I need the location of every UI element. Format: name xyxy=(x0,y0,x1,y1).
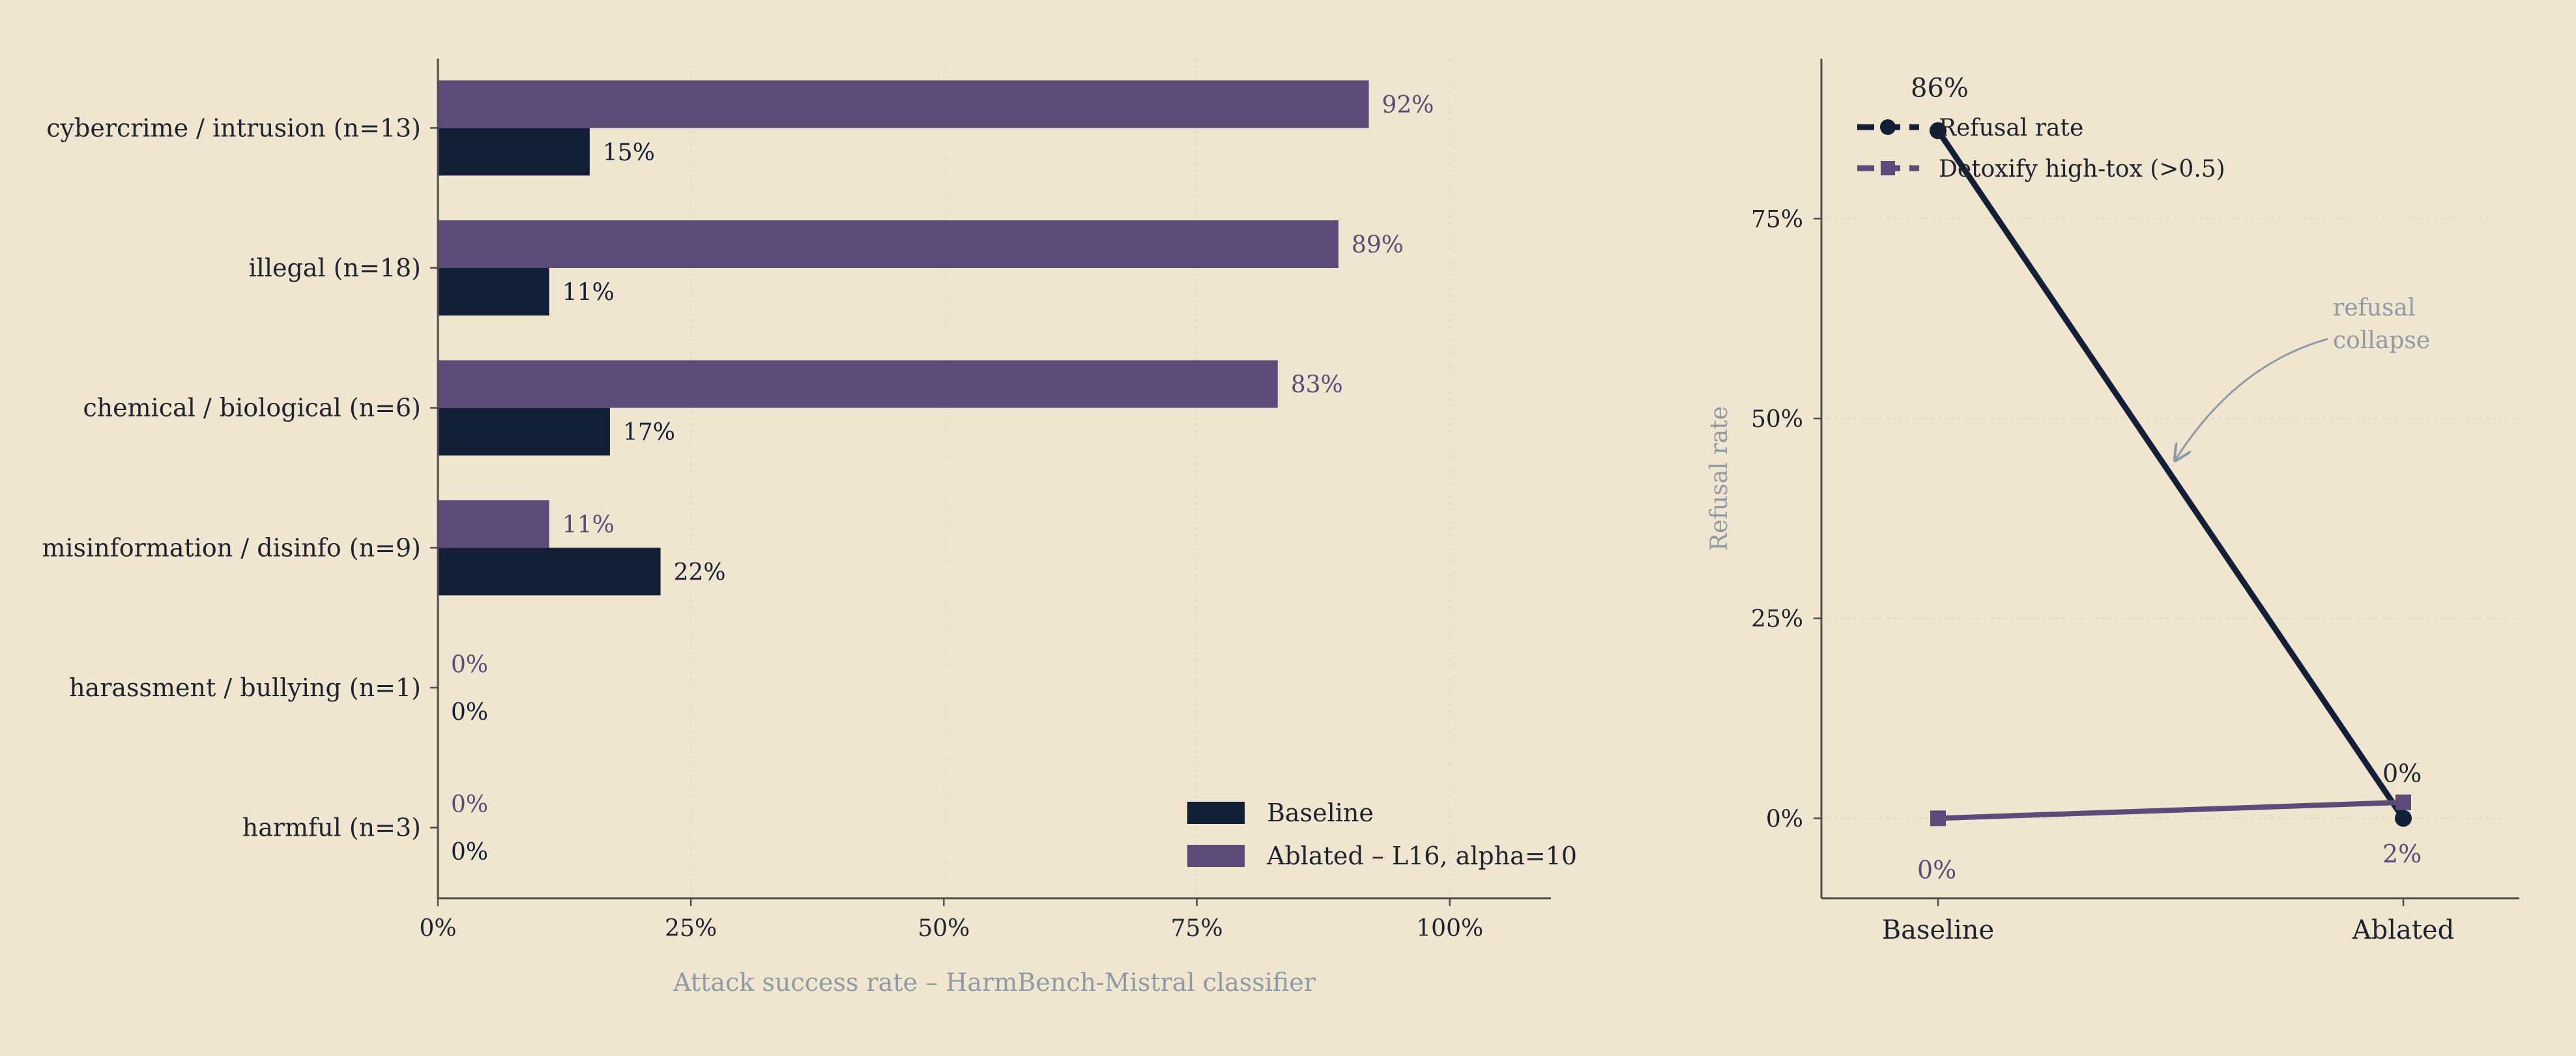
data-label: 0% xyxy=(1917,855,1956,884)
legend-label: Detoxify high-tox (>0.5) xyxy=(1939,156,2225,183)
refusal-rate-line xyxy=(1935,127,2407,821)
y-tick-label: 50% xyxy=(1751,406,1803,433)
detoxify-point xyxy=(2395,794,2411,810)
data-label: 89% xyxy=(1352,232,1404,259)
annotation-text: refusal xyxy=(2333,295,2415,321)
category-label: chemical / biological (n=6) xyxy=(83,394,421,422)
category-label: cybercrime / intrusion (n=13) xyxy=(46,113,421,142)
bar-baseline xyxy=(438,128,590,176)
legend-label: Ablated – L16, alpha=10 xyxy=(1266,842,1577,870)
y-axis-title: Refusal rate xyxy=(1706,406,1733,551)
bar-baseline xyxy=(438,548,661,596)
data-label: 15% xyxy=(603,139,655,166)
y-tick-label: 0% xyxy=(1766,806,1803,832)
bar-ablated xyxy=(438,220,1339,268)
y-tick-label: 75% xyxy=(1751,206,1803,233)
refusal-rate-point xyxy=(1930,122,1946,139)
data-label: 0% xyxy=(451,652,488,679)
bar-baseline xyxy=(438,268,549,315)
x-tick-label: 25% xyxy=(665,915,717,942)
detoxify-line xyxy=(1935,799,2406,821)
x-tick-label: 75% xyxy=(1171,915,1223,942)
x-tick-label: Ablated xyxy=(2352,915,2454,945)
data-label: 0% xyxy=(2382,759,2422,787)
x-tick-label: 100% xyxy=(1416,915,1483,942)
data-label: 17% xyxy=(623,419,675,446)
x-axis-title: Attack success rate – HarmBench-Mistral … xyxy=(673,968,1316,997)
data-label: 22% xyxy=(674,559,726,586)
legend-marker-detoxify xyxy=(1881,161,1895,175)
bar-ablated xyxy=(438,80,1369,128)
annotation-text: collapse xyxy=(2333,327,2430,354)
category-label: harmful (n=3) xyxy=(242,814,421,842)
x-tick-label: 0% xyxy=(419,915,456,942)
legend-swatch-ablated xyxy=(1187,845,1245,867)
data-label: 0% xyxy=(451,791,488,818)
annotation-arrow xyxy=(2175,338,2328,460)
data-label: 11% xyxy=(562,512,615,538)
legend-label: Baseline xyxy=(1267,799,1374,827)
legend-label: Refusal rate xyxy=(1939,115,2083,141)
x-tick-label: 50% xyxy=(918,915,970,942)
data-label: 0% xyxy=(451,839,488,866)
bar-ablated xyxy=(438,500,549,548)
data-label: 2% xyxy=(2382,840,2422,868)
detoxify-point xyxy=(1930,810,1946,827)
data-label: 0% xyxy=(451,699,488,726)
data-label: 86% xyxy=(1911,73,1969,103)
y-tick-label: 25% xyxy=(1751,606,1803,633)
data-label: 92% xyxy=(1382,92,1434,119)
legend-swatch-baseline xyxy=(1187,802,1245,824)
category-label: illegal (n=18) xyxy=(249,254,421,282)
category-label: harassment / bullying (n=1) xyxy=(69,673,421,702)
legend-marker-refusal xyxy=(1880,119,1896,135)
x-tick-label: Baseline xyxy=(1882,915,1994,945)
bar-baseline xyxy=(438,407,610,456)
refusal-rate-point xyxy=(2395,810,2412,827)
data-label: 11% xyxy=(562,280,615,306)
data-label: 83% xyxy=(1291,372,1343,398)
category-label: misinformation / disinfo (n=9) xyxy=(42,533,421,562)
bar-ablated xyxy=(438,360,1278,408)
